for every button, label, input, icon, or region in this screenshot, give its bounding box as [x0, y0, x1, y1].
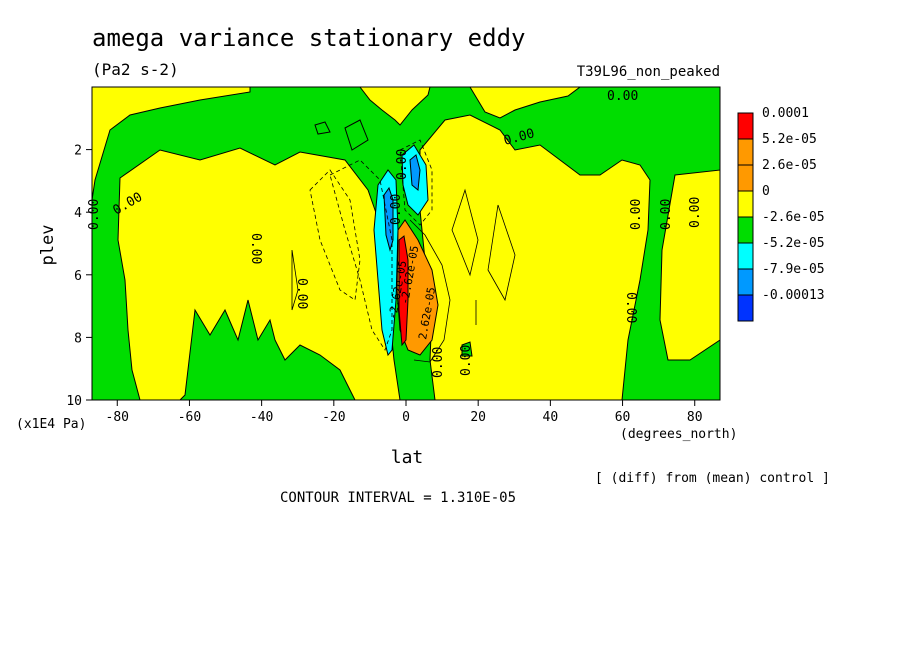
x-tick-label: -60	[178, 410, 201, 425]
x-tick-label: -80	[106, 410, 129, 425]
x-tick-label: 80	[687, 410, 703, 425]
blue-right	[409, 154, 421, 191]
y-axis-label: plev	[38, 225, 58, 266]
colorbar-label: 2.6e-05	[762, 158, 817, 173]
colorbar-label: 0	[762, 184, 770, 199]
red-core	[398, 235, 409, 347]
contour-label: 0.00	[395, 149, 410, 180]
colorbar-label: 0.0001	[762, 106, 809, 121]
chart-title: amega variance stationary eddy	[92, 24, 525, 52]
x-axis-label: lat	[391, 447, 424, 468]
positive-core	[396, 219, 439, 356]
colorbar-swatch	[737, 242, 754, 270]
x-tick-label: 20	[470, 410, 486, 425]
y-tick-label: 8	[74, 331, 82, 346]
colorbar-label: -7.9e-05	[762, 262, 825, 277]
contour-label: 0.00	[87, 199, 102, 230]
region-sp	[91, 86, 251, 201]
contour-interval: CONTOUR INTERVAL = 1.310E-05	[280, 490, 516, 506]
x-tick-label: 40	[543, 410, 559, 425]
contour-label: 0.00	[389, 194, 404, 225]
colorbar-swatch	[737, 112, 754, 140]
chart-units: (Pa2 s-2)	[92, 60, 179, 79]
colorbar-swatch	[737, 216, 754, 244]
solid-contours	[291, 188, 516, 363]
y-tick-label: 4	[74, 206, 82, 221]
run-label: T39L96_non_peaked	[577, 64, 720, 80]
y-tick-label: 2	[74, 144, 82, 159]
colorbar-label: -0.00013	[762, 288, 825, 303]
contour-label: 0.00	[431, 347, 446, 378]
x-axis-units: (degrees_north)	[620, 427, 737, 442]
colorbar-swatch	[737, 294, 754, 322]
x-tick-label: 0	[402, 410, 410, 425]
colorbar-swatch	[737, 138, 754, 166]
blue-left	[383, 186, 394, 252]
diff-note: [ (diff) from (mean) control ]	[595, 471, 830, 486]
colorbar-label: -2.6e-05	[762, 210, 825, 225]
zero-regions	[91, 86, 721, 401]
y-axis-units: (x1E4 Pa)	[16, 417, 86, 432]
colorbar-label: 5.2e-05	[762, 132, 817, 147]
x-axis: -80 -60 -40 -20 0 20 40 60 80	[106, 400, 703, 425]
green-islands	[314, 119, 473, 357]
y-tick-label: 6	[74, 269, 82, 284]
colorbar-swatch	[737, 268, 754, 296]
colorbar-swatch	[737, 164, 754, 192]
contour-label: 0.00	[659, 199, 674, 230]
y-axis: 2 4 6 8 10	[66, 144, 92, 409]
x-tick-label: 60	[615, 410, 631, 425]
contour-label: 0.00	[607, 89, 638, 104]
colorbar: 0.0001 5.2e-05 2.6e-05 0 -2.6e-05 -5.2e-05 -7.…	[737, 106, 825, 322]
y-tick-label: 10	[66, 394, 82, 409]
contour-label: 0.00	[623, 292, 638, 323]
region-top-mid	[358, 86, 431, 126]
plot-area	[91, 86, 721, 401]
contour-label: 0.00	[294, 278, 309, 309]
contour-label: 0.00	[629, 199, 644, 230]
region-top-right-pocket	[469, 86, 582, 119]
dashed-contours	[309, 139, 433, 351]
x-tick-label: -40	[250, 410, 273, 425]
x-tick-label: -20	[322, 410, 345, 425]
colorbar-swatch	[737, 190, 754, 218]
contour-label: 0.00	[459, 345, 474, 376]
colorbar-label: -5.2e-05	[762, 236, 825, 251]
contour-label: 0.00	[688, 197, 703, 228]
contour-label: 0.00	[248, 233, 263, 264]
